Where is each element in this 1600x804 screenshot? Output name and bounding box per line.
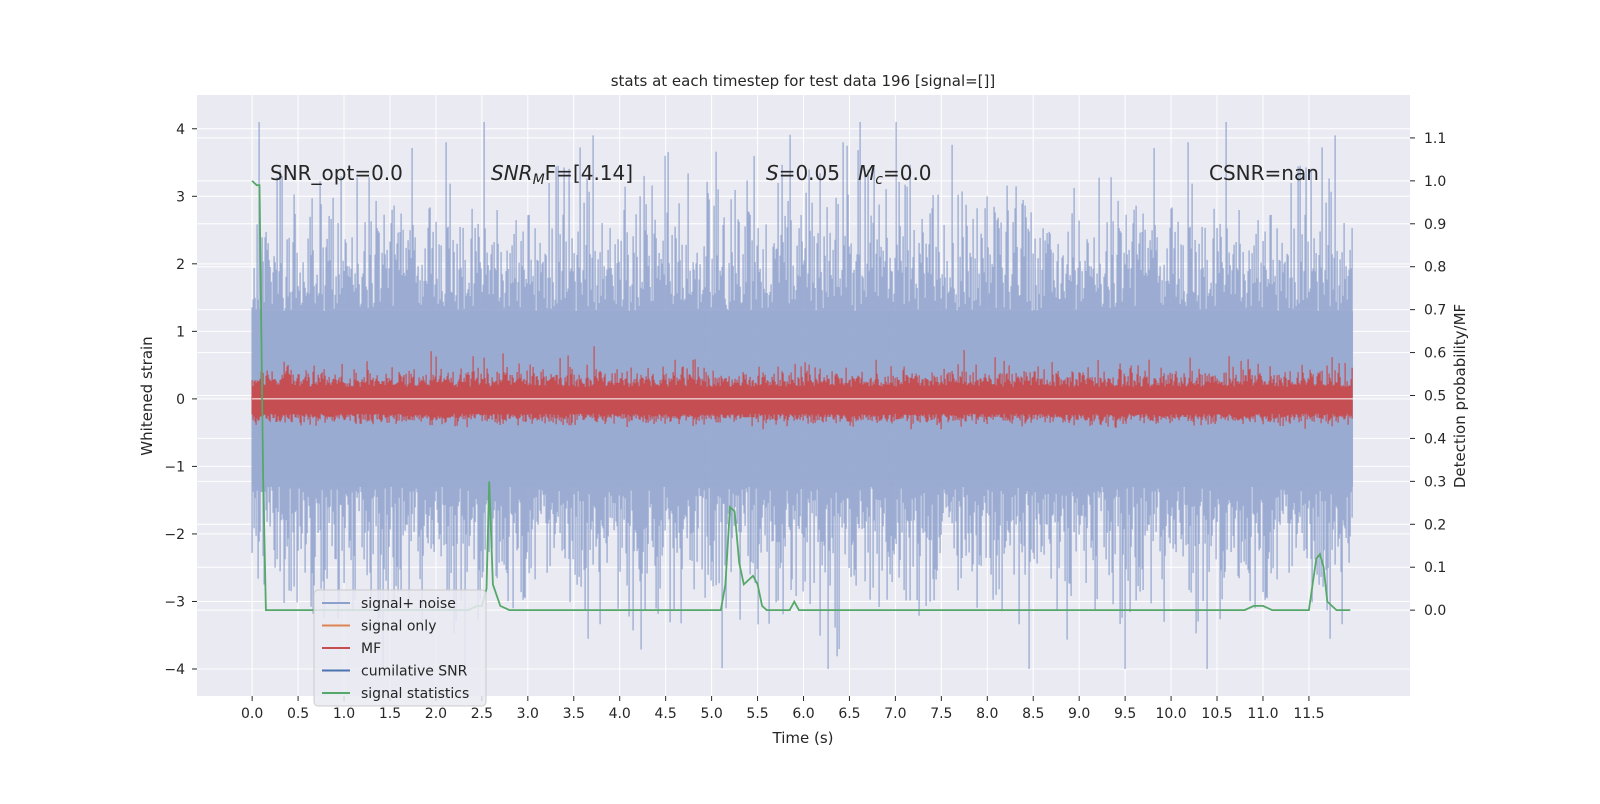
y-right-tick-label: 0.5	[1424, 389, 1446, 405]
legend-label: cumilative SNR	[361, 664, 468, 680]
y-right-tick-label: 0.3	[1424, 474, 1446, 490]
x-tick-label: 3.0	[517, 706, 539, 722]
x-tick-label: 5.5	[746, 706, 768, 722]
y-left-tick-label: 1	[176, 324, 185, 340]
y-left-tick-label: 3	[176, 189, 185, 205]
x-tick-label: 2.0	[425, 706, 447, 722]
x-tick-label: 1.5	[379, 706, 401, 722]
x-tick-label: 7.0	[884, 706, 906, 722]
x-axis-title: Time (s)	[772, 729, 834, 747]
y-left-tick-label: −4	[164, 662, 185, 678]
annotation-snr-mf: SNRMF=[4.14]	[491, 161, 633, 188]
legend: signal+ noise signal only MF cumilative SNR…	[313, 589, 487, 707]
y-right-tick-label: 0.4	[1424, 431, 1446, 447]
annotation-csnr: CSNR=nan	[1209, 161, 1319, 185]
annotation-mc: Mc=0.0	[858, 161, 932, 188]
y-left-tick-label: 2	[176, 257, 185, 273]
x-tick-label: 6.0	[792, 706, 814, 722]
legend-box	[313, 589, 487, 707]
y-left-tick-label: 4	[176, 122, 185, 138]
x-axis-ticks: 0.0 0.5 1.0 1.5 2.0 2.5 3.0 3.5 4.0 4.5 5.0 5.5 6.0 6…	[241, 696, 1325, 722]
annotation-s: S=0.05	[766, 161, 840, 185]
annotation-snr-mf-suffix: F=[4.14]	[545, 161, 633, 185]
x-tick-label: 9.0	[1068, 706, 1090, 722]
y-right-tick-label: 0.7	[1424, 303, 1446, 319]
x-tick-label: 6.5	[838, 706, 860, 722]
y-left-tick-label: −2	[164, 527, 185, 543]
x-tick-label: 5.0	[700, 706, 722, 722]
y-right-axis-title: Detection probability/MF	[1451, 304, 1469, 488]
y-right-tick-label: 0.0	[1424, 603, 1446, 619]
y-right-tick-label: 1.0	[1424, 174, 1446, 190]
y-right-tick-label: 0.8	[1424, 260, 1446, 276]
x-tick-label: 8.0	[976, 706, 998, 722]
x-tick-label: 4.0	[609, 706, 631, 722]
legend-label: signal+ noise	[361, 596, 456, 612]
x-tick-label: 1.0	[333, 706, 355, 722]
legend-label: signal statistics	[361, 686, 469, 702]
annotation-snr-mf-prefix: SNR	[491, 161, 533, 185]
y-right-axis-ticks: 0.0 0.1 0.2 0.3 0.4 0.5 0.6 0.7 0.8 0.9 1.0 1.1	[1410, 131, 1446, 619]
legend-label: signal only	[361, 619, 436, 635]
y-left-axis-title: Whitened strain	[138, 336, 156, 455]
y-right-tick-label: 0.6	[1424, 346, 1446, 362]
x-tick-label: 9.5	[1114, 706, 1136, 722]
y-right-tick-label: 1.1	[1424, 131, 1446, 147]
annotation-mc-value: =0.0	[883, 161, 932, 185]
annotation-mc-prefix: M	[858, 161, 875, 185]
annotation-s-value: =0.05	[779, 161, 840, 185]
annotation-mc-sub: c	[875, 172, 883, 188]
legend-label: MF	[361, 641, 381, 657]
y-left-tick-label: −1	[164, 459, 185, 475]
chart-title: stats at each timestep for test data 196…	[611, 72, 996, 90]
annotation-s-prefix: S	[766, 161, 779, 185]
x-tick-label: 11.0	[1247, 706, 1278, 722]
x-tick-label: 3.5	[563, 706, 585, 722]
x-tick-label: 2.5	[471, 706, 493, 722]
y-right-tick-label: 0.1	[1424, 560, 1446, 576]
x-tick-label: 7.5	[930, 706, 952, 722]
x-tick-label: 11.5	[1293, 706, 1324, 722]
y-left-tick-label: 0	[176, 392, 185, 408]
x-tick-label: 8.5	[1022, 706, 1044, 722]
annotation-snr-opt: SNR_opt=0.0	[270, 161, 403, 185]
x-tick-label: 0.0	[241, 706, 263, 722]
y-left-tick-label: −3	[164, 594, 185, 610]
y-right-tick-label: 0.9	[1424, 217, 1446, 233]
x-tick-label: 10.0	[1155, 706, 1186, 722]
series-mf	[251, 346, 1354, 430]
x-tick-label: 0.5	[287, 706, 309, 722]
y-right-tick-label: 0.2	[1424, 517, 1446, 533]
x-tick-label: 4.5	[655, 706, 677, 722]
x-tick-label: 10.5	[1201, 706, 1232, 722]
y-left-axis-ticks: −4 −3 −2 −1 0 1 2 3 4	[164, 122, 197, 678]
annotation-snr-mf-sub: M	[533, 172, 545, 188]
